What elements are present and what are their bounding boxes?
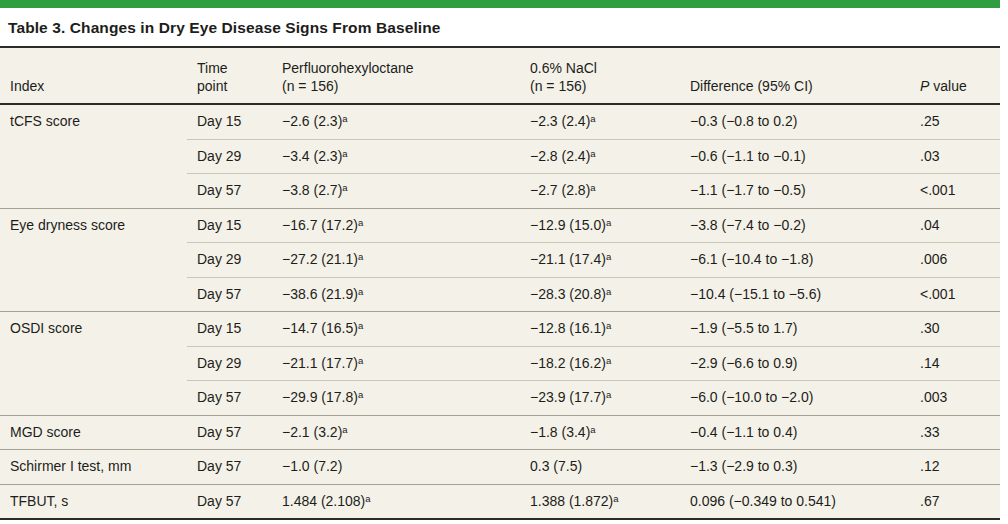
cell-diff: −3.8 (−7.4 to −0.2) [680,208,910,243]
cell-nacl: 1.388 (1.872)a [520,484,680,519]
header-row: IndexTimepointPerfluorohexyloctane(n = 1… [0,48,1000,104]
column-header-pfhx: Perfluorohexyloctane(n = 156) [272,48,520,104]
cell-diff: 0.096 (−0.349 to 0.541) [680,484,910,519]
cell-pvalue: .14 [910,346,1000,381]
cell-index [0,139,187,174]
cell-nacl: −12.8 (16.1)a [520,312,680,347]
cell-pfhx: −2.1 (3.2)a [272,415,520,450]
cell-index [0,346,187,381]
cell-index: Eye dryness score [0,208,187,243]
cell-time: Day 57 [187,381,272,416]
cell-pfhx: −2.6 (2.3)a [272,104,520,139]
table-row: OSDI scoreDay 15−14.7 (16.5)a−12.8 (16.1… [0,312,1000,347]
cell-index [0,174,187,209]
table-row: Day 57−29.9 (17.8)a−23.9 (17.7)a−6.0 (−1… [0,381,1000,416]
table-row: Day 29−21.1 (17.7)a−18.2 (16.2)a−2.9 (−6… [0,346,1000,381]
cell-nacl: −18.2 (16.2)a [520,346,680,381]
cell-pvalue: <.001 [910,277,1000,312]
cell-nacl: −2.3 (2.4)a [520,104,680,139]
dry-eye-signs-table: IndexTimepointPerfluorohexyloctane(n = 1… [0,48,1000,520]
cell-index [0,381,187,416]
cell-diff: −2.9 (−6.6 to 0.9) [680,346,910,381]
cell-time: Day 57 [187,450,272,485]
cell-index: MGD score [0,415,187,450]
cell-pfhx: −3.4 (2.3)a [272,139,520,174]
column-header-pvalue: P value [910,48,1000,104]
table-row: MGD scoreDay 57−2.1 (3.2)a−1.8 (3.4)a−0.… [0,415,1000,450]
cell-nacl: 0.3 (7.5) [520,450,680,485]
cell-pvalue: .67 [910,484,1000,519]
cell-diff: −0.3 (−0.8 to 0.2) [680,104,910,139]
cell-nacl: −2.8 (2.4)a [520,139,680,174]
cell-index [0,243,187,278]
cell-nacl: −28.3 (20.8)a [520,277,680,312]
table-title: Table 3. Changes in Dry Eye Disease Sign… [8,19,440,36]
cell-nacl: −21.1 (17.4)a [520,243,680,278]
table-row: Day 57−3.8 (2.7)a−2.7 (2.8)a−1.1 (−1.7 t… [0,174,1000,209]
cell-pvalue: <.001 [910,174,1000,209]
cell-pfhx: 1.484 (2.108)a [272,484,520,519]
cell-index [0,277,187,312]
cell-pfhx: −27.2 (21.1)a [272,243,520,278]
cell-pfhx: −21.1 (17.7)a [272,346,520,381]
cell-pvalue: .04 [910,208,1000,243]
cell-index: TFBUT, s [0,484,187,519]
cell-time: Day 57 [187,484,272,519]
title-block: Table 3. Changes in Dry Eye Disease Sign… [0,8,1000,48]
accent-bar [0,0,1000,8]
cell-nacl: −23.9 (17.7)a [520,381,680,416]
table-row: Day 57−38.6 (21.9)a−28.3 (20.8)a−10.4 (−… [0,277,1000,312]
table-body: tCFS scoreDay 15−2.6 (2.3)a−2.3 (2.4)a−0… [0,104,1000,519]
cell-index: Schirmer I test, mm [0,450,187,485]
cell-time: Day 15 [187,312,272,347]
column-header-nacl: 0.6% NaCl(n = 156) [520,48,680,104]
cell-pvalue: .33 [910,415,1000,450]
cell-pvalue: .006 [910,243,1000,278]
column-header-time: Timepoint [187,48,272,104]
cell-diff: −10.4 (−15.1 to −5.6) [680,277,910,312]
cell-pvalue: .30 [910,312,1000,347]
cell-pfhx: −1.0 (7.2) [272,450,520,485]
table-row: tCFS scoreDay 15−2.6 (2.3)a−2.3 (2.4)a−0… [0,104,1000,139]
cell-diff: −6.0 (−10.0 to −2.0) [680,381,910,416]
cell-pvalue: .25 [910,104,1000,139]
cell-pfhx: −16.7 (17.2)a [272,208,520,243]
cell-time: Day 57 [187,277,272,312]
table-row: Eye dryness scoreDay 15−16.7 (17.2)a−12.… [0,208,1000,243]
column-header-diff: Difference (95% CI) [680,48,910,104]
cell-pvalue: .03 [910,139,1000,174]
cell-time: Day 15 [187,208,272,243]
journal-table-page: Table 3. Changes in Dry Eye Disease Sign… [0,0,1008,524]
table-header: IndexTimepointPerfluorohexyloctane(n = 1… [0,48,1000,104]
column-header-index: Index [0,48,187,104]
cell-diff: −6.1 (−10.4 to −1.8) [680,243,910,278]
cell-diff: −1.3 (−2.9 to 0.3) [680,450,910,485]
cell-diff: −0.4 (−1.1 to 0.4) [680,415,910,450]
table-row: Day 29−27.2 (21.1)a−21.1 (17.4)a−6.1 (−1… [0,243,1000,278]
table-row: Day 29−3.4 (2.3)a−2.8 (2.4)a−0.6 (−1.1 t… [0,139,1000,174]
cell-nacl: −1.8 (3.4)a [520,415,680,450]
table-row: Schirmer I test, mmDay 57−1.0 (7.2)0.3 (… [0,450,1000,485]
cell-time: Day 57 [187,174,272,209]
cell-index: OSDI score [0,312,187,347]
cell-pfhx: −29.9 (17.8)a [272,381,520,416]
table-content: Table 3. Changes in Dry Eye Disease Sign… [0,0,1000,520]
cell-time: Day 29 [187,139,272,174]
cell-diff: −1.1 (−1.7 to −0.5) [680,174,910,209]
cell-time: Day 29 [187,243,272,278]
cell-diff: −0.6 (−1.1 to −0.1) [680,139,910,174]
cell-pvalue: .003 [910,381,1000,416]
cell-time: Day 15 [187,104,272,139]
cell-diff: −1.9 (−5.5 to 1.7) [680,312,910,347]
cell-nacl: −12.9 (15.0)a [520,208,680,243]
cell-pvalue: .12 [910,450,1000,485]
cell-pfhx: −3.8 (2.7)a [272,174,520,209]
cell-pfhx: −14.7 (16.5)a [272,312,520,347]
table-row: TFBUT, sDay 571.484 (2.108)a1.388 (1.872… [0,484,1000,519]
cell-pfhx: −38.6 (21.9)a [272,277,520,312]
cell-index: tCFS score [0,104,187,139]
cell-time: Day 29 [187,346,272,381]
cell-time: Day 57 [187,415,272,450]
cell-nacl: −2.7 (2.8)a [520,174,680,209]
